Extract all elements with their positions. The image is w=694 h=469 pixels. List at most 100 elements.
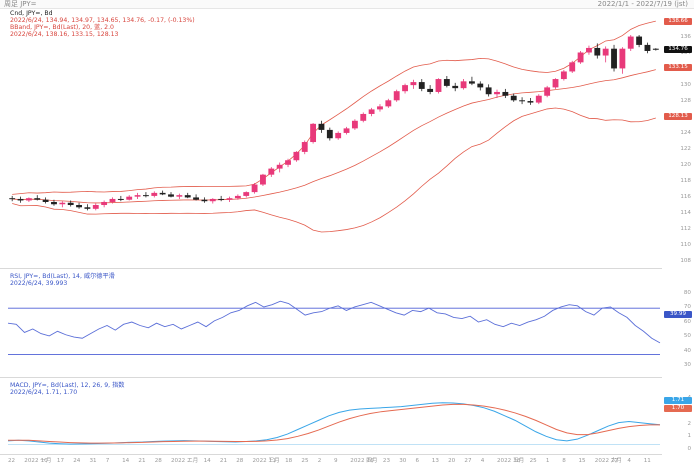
last-price-badge: 134.76: [664, 46, 692, 53]
x-tick-label: 20: [448, 458, 456, 464]
candle: [385, 100, 392, 107]
candle: [25, 198, 32, 201]
window-right-title: 2022/1/1 - 2022/7/19 (jst): [597, 0, 688, 8]
signal-line: [7, 403, 660, 444]
candle: [510, 95, 517, 101]
x-tick-label: 4: [480, 458, 485, 464]
x-tick-label: 25: [301, 458, 309, 464]
macd-line: [7, 402, 661, 445]
x-tick-label: 7: [105, 458, 110, 464]
candle: [477, 83, 484, 88]
macd-title: MACD, JPY=, Bd(Last), 12, 26, 9, 指数: [10, 382, 125, 389]
y-tick-label: 1: [687, 433, 691, 440]
candle: [159, 192, 166, 195]
candle: [343, 128, 350, 133]
y-tick-label: 128: [680, 98, 691, 104]
x-tick-label: 11: [268, 458, 276, 464]
panel-separator[interactable]: [0, 377, 662, 378]
y-tick-label: 136: [680, 34, 691, 40]
candle: [418, 82, 425, 89]
bband-upper-line: [12, 20, 656, 195]
x-tick-label: 30: [399, 458, 407, 464]
candle: [109, 198, 116, 202]
candle: [644, 44, 651, 51]
y-tick-label: 80: [683, 290, 691, 296]
candle: [577, 52, 584, 63]
candle: [243, 192, 250, 196]
middle-band-badge: 133.15: [664, 64, 692, 71]
candle: [59, 202, 66, 205]
price-values: 2022/6/24, 134.94, 134.97, 134.65, 134.7…: [10, 17, 195, 24]
candle: [268, 168, 275, 175]
candle: [176, 195, 183, 197]
candle: [527, 101, 534, 103]
window-title-bar: 周足 JPY= 2022/1/1 - 2022/7/19 (jst): [0, 0, 694, 9]
candle: [586, 47, 592, 53]
y-tick-label: 130: [680, 82, 691, 88]
lower-band-badge: 128.13: [664, 113, 692, 120]
macd-y-axis[interactable]: 43210: [662, 377, 694, 454]
upper-band-badge: 138.66: [664, 18, 692, 25]
x-tick-label: 22: [8, 458, 16, 464]
candle: [276, 164, 283, 169]
candle: [234, 195, 241, 199]
price-title: Cnd, JPY=, Bd: [10, 10, 53, 17]
candle: [34, 198, 41, 200]
candle: [443, 79, 450, 86]
candle: [402, 85, 408, 92]
y-tick-label: 112: [680, 226, 691, 232]
candle: [101, 201, 108, 206]
y-tick-label: 122: [680, 146, 691, 152]
candle: [468, 81, 475, 84]
bband-middle-line: [12, 69, 656, 204]
candle: [435, 79, 442, 92]
candle: [544, 87, 551, 96]
candle: [326, 129, 333, 139]
y-tick-label: 120: [680, 162, 691, 168]
candle: [251, 184, 258, 193]
x-tick-label: 2022 二月: [171, 458, 199, 464]
candle: [494, 91, 500, 95]
x-tick-label: 10: [40, 458, 48, 464]
candle: [285, 160, 291, 165]
y-tick-label: 0: [687, 446, 691, 452]
candle: [351, 120, 358, 129]
candle: [360, 113, 367, 121]
candle: [502, 91, 509, 96]
candle: [602, 48, 609, 56]
y-tick-label: 118: [680, 178, 691, 184]
x-axis-separator: [0, 454, 662, 455]
macd-badge: 1.71: [664, 397, 692, 404]
bband-lower-line: [12, 107, 656, 233]
price-y-axis[interactable]: 138.661361341321301281261241221201181161…: [662, 0, 694, 268]
candle: [519, 100, 526, 102]
candle: [209, 198, 216, 202]
candle: [377, 106, 383, 110]
y-tick-label: 110: [680, 242, 691, 248]
y-tick-label: 108: [680, 258, 691, 264]
x-tick-label: 14: [122, 458, 130, 464]
candle: [611, 48, 617, 69]
candle: [535, 95, 542, 103]
x-tick-label: 16: [366, 458, 374, 464]
candle: [335, 132, 342, 139]
candle: [569, 62, 576, 72]
y-tick-label: 134: [680, 50, 691, 56]
rsi-y-axis[interactable]: 80 70 60 50 40 30: [662, 268, 694, 377]
candle: [184, 195, 191, 198]
candle: [9, 198, 16, 200]
candle: [218, 198, 225, 200]
panel-separator[interactable]: [0, 268, 662, 269]
y-tick-label: 60: [683, 318, 691, 325]
x-tick-label: 27: [611, 458, 619, 464]
candle: [293, 151, 300, 161]
candle: [201, 199, 208, 202]
candle: [636, 36, 643, 45]
candle: [410, 82, 417, 86]
candle: [168, 194, 174, 197]
candle: [260, 174, 266, 185]
signal-badge: 1.70: [664, 405, 692, 412]
window-left-title: 周足 JPY=: [4, 0, 37, 8]
